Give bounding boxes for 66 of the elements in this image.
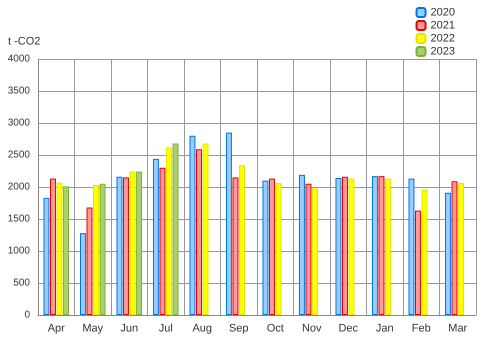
x-tick-label: Oct [266, 322, 284, 334]
bar [378, 176, 384, 315]
x-tick-label: Mar [448, 322, 468, 334]
bar [130, 172, 136, 315]
bar [372, 176, 378, 315]
bar [196, 149, 202, 315]
y-axis-title: t -CO2 [8, 36, 40, 48]
y-tick-label: 3000 [8, 118, 30, 128]
x-tick-label: Aug [192, 322, 212, 334]
y-tick-label: 1500 [8, 214, 30, 224]
bar [269, 178, 275, 315]
y-tick-label: 4000 [8, 54, 30, 64]
bar [116, 176, 122, 315]
y-tick-label: 2500 [8, 150, 30, 160]
bar [189, 136, 196, 315]
bar [306, 184, 312, 315]
bar [342, 176, 348, 315]
legend-label: 2021 [430, 20, 456, 32]
bar [262, 180, 268, 315]
x-tick-label: Nov [302, 322, 322, 334]
x-tick-label: Dec [338, 322, 359, 334]
x-tick-label: May [82, 322, 104, 334]
bar [172, 143, 179, 315]
bar [100, 184, 106, 315]
bar [348, 178, 354, 315]
bar [136, 172, 142, 315]
bar [226, 132, 232, 315]
bar [86, 207, 92, 315]
bar [50, 178, 56, 315]
y-tick-label: 2000 [8, 182, 30, 192]
bar [408, 178, 414, 315]
y-tick-label: 1000 [8, 246, 30, 256]
bar [422, 190, 428, 315]
bar [160, 168, 166, 315]
bar [415, 210, 421, 315]
x-tick-label: Apr [48, 322, 66, 334]
bar [444, 192, 451, 315]
bar [43, 198, 50, 315]
bar [93, 185, 99, 315]
bar [385, 178, 391, 315]
bar [202, 143, 208, 315]
y-tick-label: 0 [24, 310, 30, 320]
bar [152, 158, 159, 315]
bar [123, 177, 129, 315]
bar [276, 183, 282, 315]
legend-label: 2020 [430, 6, 456, 18]
bar [166, 147, 172, 315]
bar [335, 178, 342, 315]
legend-label: 2023 [430, 46, 456, 58]
x-tick-label: Jul [158, 322, 173, 334]
bar [298, 174, 305, 315]
y-tick-label: 500 [13, 278, 30, 288]
bar [56, 182, 62, 315]
bar [452, 181, 458, 315]
bar [232, 177, 238, 315]
x-tick-label: Feb [412, 322, 431, 334]
x-tick-label: Jun [120, 322, 138, 334]
bar [239, 165, 245, 315]
bar [458, 183, 464, 315]
y-tick-label: 3500 [8, 86, 30, 96]
x-tick-label: Jan [376, 322, 394, 334]
bar [63, 186, 70, 315]
bar [80, 233, 86, 315]
bar [312, 188, 318, 315]
x-tick-label: Sep [228, 322, 249, 334]
legend-label: 2022 [430, 32, 456, 44]
